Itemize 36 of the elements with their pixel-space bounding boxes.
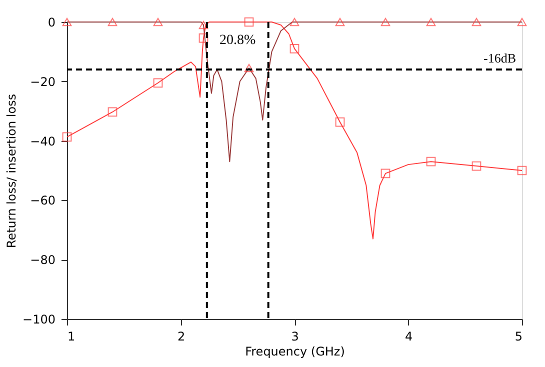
x-tick-label: 4 [404,330,413,344]
point [198,20,208,30]
ref-line-label: -16dB [484,50,516,66]
point [62,132,72,142]
point [108,18,118,26]
x-tick-label: 1 [68,330,76,344]
y-axis-title: Return loss/ insertion loss [4,94,19,248]
point [517,18,527,26]
annotation: 20.8% [220,33,256,48]
point [153,78,163,88]
x-axis-title: Frequency (GHz) [245,344,345,358]
point [108,107,118,117]
point [426,18,436,26]
y-tick-label: −20 [30,74,56,89]
point [244,17,254,27]
point [290,44,300,54]
x-tick-label: 3 [291,330,299,344]
point [244,64,254,72]
point [198,33,208,43]
point [153,18,163,26]
point [335,18,345,26]
y-tick-label: −100 [22,312,56,326]
y-tick-label: 0 [48,16,56,30]
y-tick-label: −40 [30,134,56,148]
point [290,18,300,26]
point [426,156,436,166]
y-tick-label: −60 [30,194,56,208]
y-tick-label: −80 [30,253,56,268]
point [380,168,390,178]
point [380,18,390,26]
x-tick-label: 5 [514,330,522,344]
point [472,18,482,26]
point [335,117,345,127]
point [517,166,527,176]
x-tick-label: 2 [177,330,186,344]
point [472,161,482,171]
